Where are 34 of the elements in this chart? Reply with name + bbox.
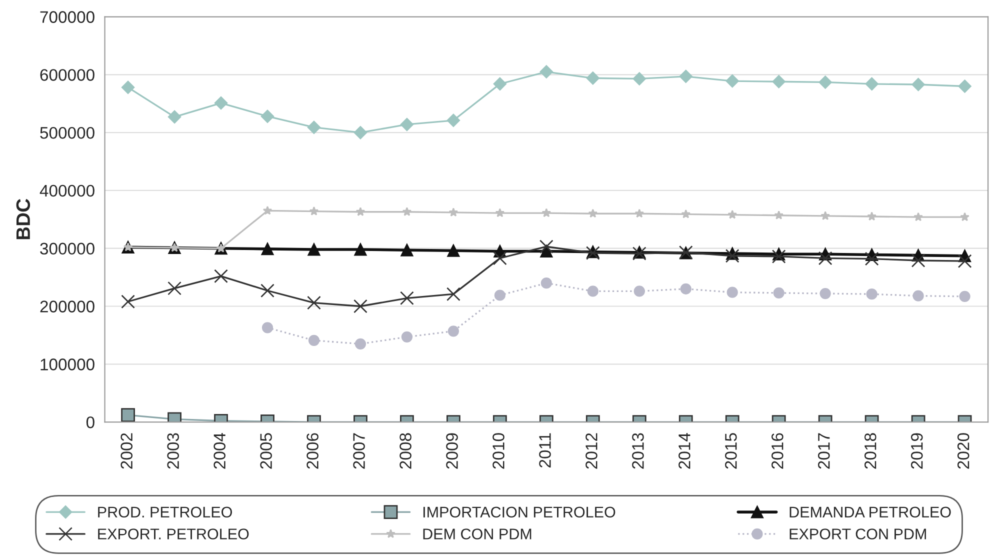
- legend-label: IMPORTACION PETROLEO: [423, 506, 616, 518]
- x-tick-label: 2020: [957, 433, 970, 469]
- x-tick-label: 2009: [446, 433, 458, 469]
- y-tick-label: 700000: [40, 11, 94, 23]
- x-tick-label: 2004: [214, 432, 226, 469]
- x-tick-label: 2012: [586, 433, 598, 469]
- x-tick-label: 2019: [910, 433, 923, 469]
- x-tick-label: 2015: [725, 433, 737, 469]
- y-tick-label: 200000: [40, 300, 94, 312]
- x-tick-label: 2014: [678, 432, 690, 469]
- y-tick-label: 300000: [40, 242, 94, 255]
- y-tick-label: 0: [86, 416, 94, 428]
- legend-label: PROD. PETROLEO: [98, 506, 232, 518]
- x-tick-label: 2005: [260, 433, 272, 469]
- x-tick-label: 2010: [492, 433, 504, 469]
- x-tick-label: 2006: [306, 433, 318, 469]
- y-tick-label: 600000: [40, 69, 94, 81]
- x-tick-label: 2013: [632, 433, 644, 469]
- legend-label: EXPORT CON PDM: [790, 528, 926, 540]
- x-tick-label: 2008: [400, 433, 412, 469]
- x-tick-label: 2007: [353, 433, 365, 469]
- y-tick-label: 500000: [40, 126, 94, 139]
- legend-label: DEM CON PDM: [423, 528, 532, 540]
- legend-label: EXPORT. PETROLEO: [98, 528, 249, 540]
- x-tick-label: 2017: [818, 433, 830, 469]
- x-tick-label: 2016: [772, 433, 784, 469]
- x-tick-label: 2018: [864, 433, 876, 469]
- y-tick-label: 400000: [40, 184, 94, 197]
- x-tick-label: 2011: [539, 433, 551, 468]
- x-tick-label: 2002: [120, 433, 133, 469]
- y-axis-title: BDC: [16, 198, 30, 240]
- y-tick-label: 100000: [40, 358, 94, 370]
- legend-label: DEMANDA PETROLEO: [790, 506, 951, 518]
- x-tick-label: 2003: [167, 433, 179, 469]
